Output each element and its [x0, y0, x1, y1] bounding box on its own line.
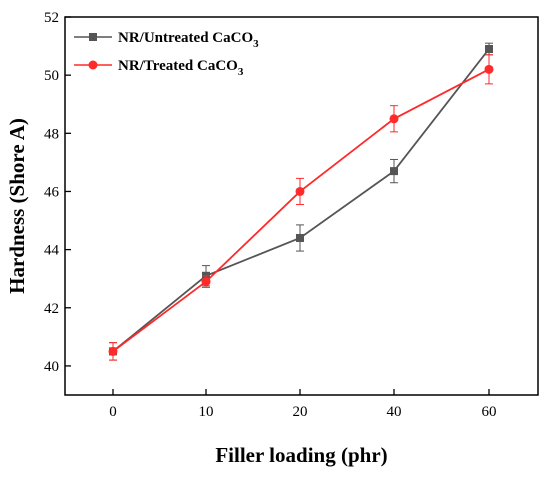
series-1-error-bars — [109, 54, 493, 361]
legend-label-untreated: NR/Untreated CaCO3 — [118, 30, 259, 50]
y-tick-label-3: 46 — [44, 184, 60, 200]
legend: NR/Untreated CaCO3 NR/Treated CaCO3 — [74, 30, 259, 78]
legend-label-untreated-sub: 3 — [253, 38, 259, 50]
x-tick-label-2: 20 — [293, 404, 308, 420]
y-tick-label-2: 44 — [44, 243, 60, 259]
legend-label-treated-main: NR/Treated CaCO — [118, 58, 238, 74]
point-1-3 — [389, 114, 399, 124]
point-1-2 — [295, 186, 305, 196]
legend-marker-treated — [88, 60, 98, 70]
y-axis-ticks: 40 42 44 46 48 50 52 — [44, 10, 71, 375]
point-0-2 — [296, 233, 304, 242]
x-axis-title: Filler loading (phr) — [215, 443, 387, 467]
series-1-line — [112, 68, 490, 353]
point-1-0 — [108, 346, 118, 356]
point-0-3 — [390, 167, 398, 176]
point-1-1 — [201, 277, 211, 287]
y-tick-label-1: 42 — [44, 301, 59, 317]
legend-label-treated-sub: 3 — [238, 66, 244, 78]
series-0-error-bars — [109, 42, 493, 361]
y-tick-label-0: 40 — [44, 359, 59, 375]
y-tick-label-5: 50 — [44, 68, 59, 84]
series-1 — [108, 54, 494, 361]
plot-frame — [64, 16, 539, 396]
x-tick-label-0: 0 — [109, 404, 117, 420]
y-tick-label-6: 52 — [44, 10, 59, 26]
point-0-4 — [485, 44, 493, 53]
x-tick-label-4: 60 — [482, 404, 497, 420]
y-tick-label-4: 48 — [44, 126, 59, 142]
series-layer — [108, 42, 494, 361]
legend-entry-untreated: NR/Untreated CaCO3 — [74, 30, 259, 50]
x-axis-ticks: 0 10 20 40 60 — [109, 389, 497, 420]
legend-marker-untreated — [89, 33, 97, 41]
y-axis-title: Hardness (Shore A) — [5, 118, 29, 294]
series-0-line — [112, 48, 490, 353]
series-0 — [109, 42, 493, 361]
x-tick-label-3: 40 — [387, 404, 402, 420]
legend-label-untreated-main: NR/Untreated CaCO — [118, 30, 253, 46]
legend-label-treated: NR/Treated CaCO3 — [118, 58, 244, 78]
legend-entry-treated: NR/Treated CaCO3 — [74, 58, 244, 78]
x-tick-label-1: 10 — [199, 404, 214, 420]
point-1-4 — [484, 64, 494, 74]
